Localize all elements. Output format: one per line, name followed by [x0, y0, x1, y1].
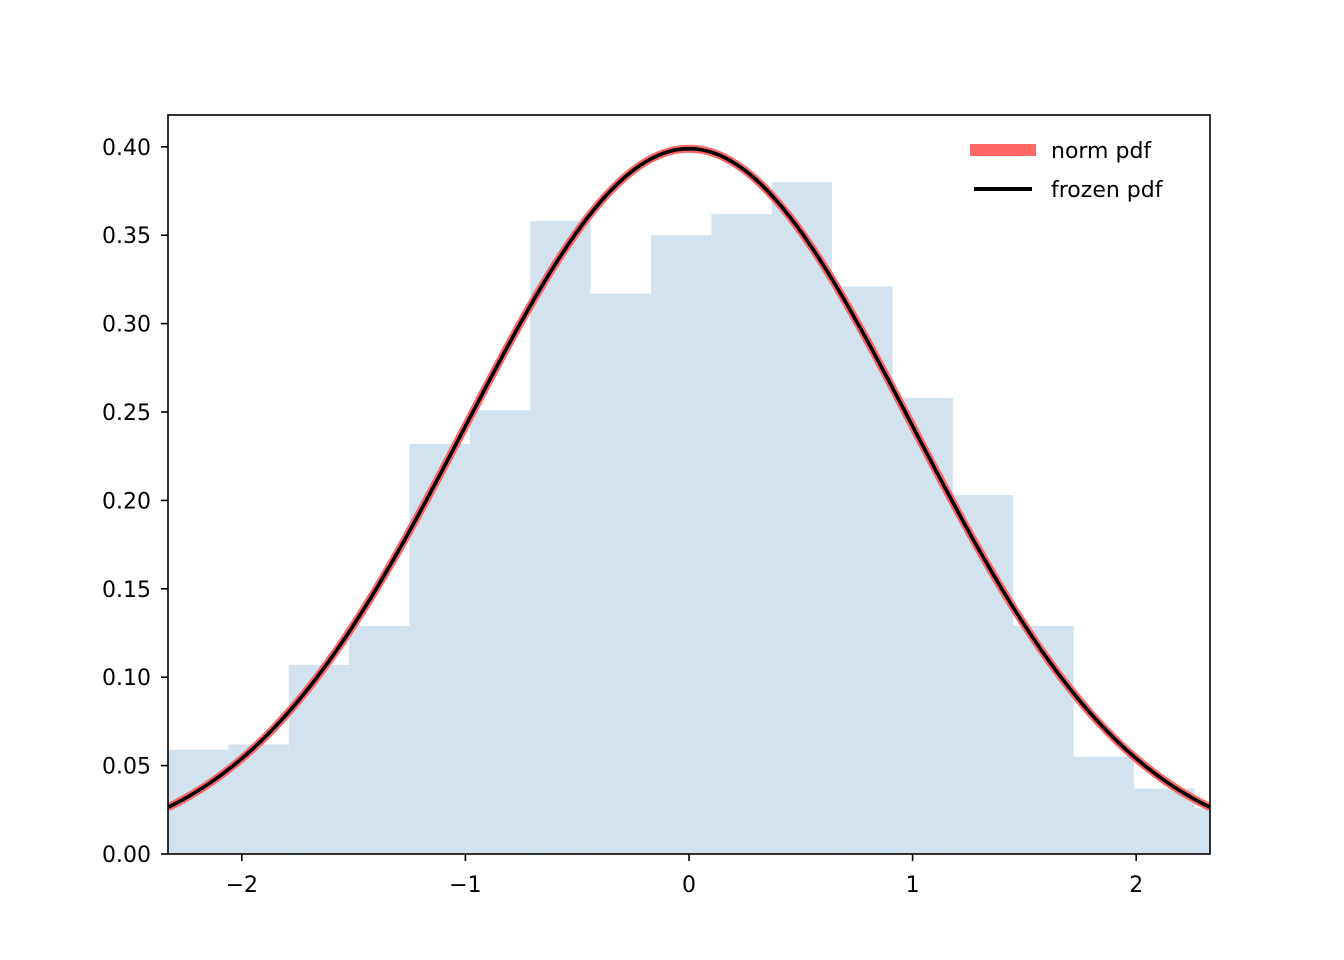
y-tick-label: 0.20 [102, 489, 151, 514]
histogram-bar [892, 397, 953, 854]
y-tick-label: 0.40 [102, 136, 151, 161]
x-tick-label: −2 [226, 873, 258, 898]
histogram-bars [168, 182, 1210, 854]
histogram-bar [1194, 808, 1210, 854]
y-tick-label: 0.35 [102, 224, 151, 249]
histogram-bar [711, 214, 772, 854]
histogram-bar [349, 625, 410, 854]
y-tick-label: 0.30 [102, 313, 151, 338]
y-tick-label: 0.10 [102, 666, 151, 691]
histogram-bar [1133, 788, 1195, 854]
histogram-bar [409, 443, 470, 854]
pdf-curves [168, 144, 1210, 811]
x-tick-label: 2 [1129, 873, 1143, 898]
y-axis: 0.00 0.05 0.10 0.15 0.20 0.25 0.30 0.35 0.40 [102, 136, 168, 868]
y-tick-label: 0.00 [102, 843, 151, 868]
histogram-bar [1013, 625, 1074, 854]
x-axis: −2 −1 0 1 2 [226, 854, 1143, 898]
x-tick-label: −1 [449, 873, 481, 898]
histogram-bar [288, 664, 350, 854]
y-tick-label: 0.05 [102, 755, 151, 780]
histogram-bar [832, 286, 893, 854]
y-tick-label: 0.15 [102, 578, 151, 603]
histogram-bar [1073, 756, 1134, 854]
legend-label-norm-pdf: norm pdf [1051, 139, 1152, 164]
legend-label-frozen-pdf: frozen pdf [1051, 178, 1164, 203]
histogram-bar [590, 293, 651, 854]
y-tick-label: 0.25 [102, 401, 151, 426]
histogram-bar [469, 410, 531, 854]
histogram-bar [771, 182, 833, 854]
histogram-bar [650, 235, 712, 854]
legend: norm pdf frozen pdf [970, 139, 1164, 203]
x-tick-label: 1 [906, 873, 920, 898]
x-tick-label: 0 [682, 873, 696, 898]
histogram-bar [530, 221, 591, 854]
series-line-frozen-pdf [168, 146, 1210, 809]
